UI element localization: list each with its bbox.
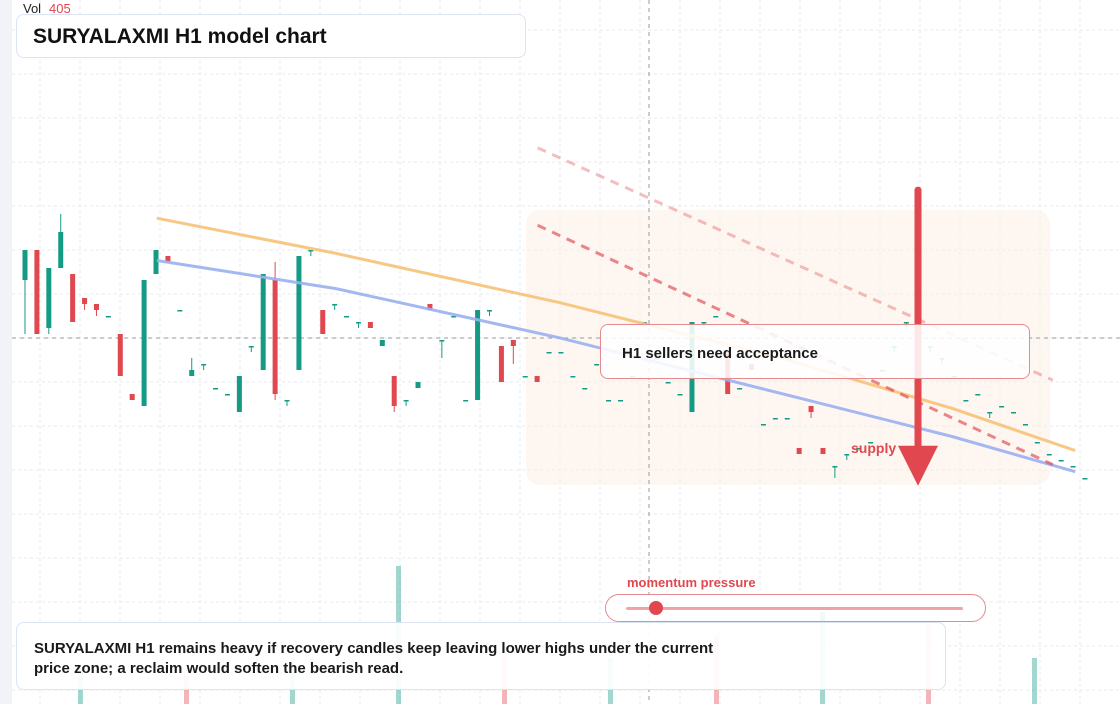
candle-body — [987, 412, 993, 414]
candle-body — [1058, 460, 1064, 462]
volume-bar — [1032, 658, 1037, 704]
candle-body — [34, 250, 40, 334]
candle-body — [713, 316, 719, 318]
candle-body — [344, 316, 350, 318]
candle-body — [320, 310, 326, 334]
candle-body — [1022, 424, 1028, 426]
candle-body — [510, 340, 516, 346]
candle-body — [903, 322, 909, 324]
candle-body — [868, 442, 874, 444]
candle-body — [832, 466, 838, 468]
candle-body — [82, 298, 88, 304]
candle-body — [796, 448, 802, 454]
candle-body — [522, 376, 528, 378]
candle-body — [355, 322, 361, 324]
supply-zone-label: supply — [851, 440, 897, 456]
candle-body — [606, 400, 612, 402]
candle-body — [665, 382, 671, 384]
candle-body — [70, 274, 76, 322]
annotation-text: H1 sellers need acceptance — [622, 345, 818, 362]
candle-body — [475, 310, 481, 400]
candle-body — [165, 256, 171, 262]
candle-body — [498, 346, 504, 382]
candle-body — [963, 400, 969, 402]
candle-body — [856, 448, 862, 450]
candle-body — [427, 304, 433, 310]
candle-body — [296, 256, 302, 370]
candle-body — [308, 250, 314, 252]
left-rail — [0, 0, 12, 704]
candle-body — [105, 316, 111, 318]
candle-body — [415, 382, 421, 388]
candle-body — [677, 394, 683, 396]
candle-body — [236, 376, 242, 412]
candle-body — [486, 310, 492, 312]
momentum-label: momentum pressure — [627, 575, 756, 590]
candle-body — [975, 394, 981, 396]
candle-body — [248, 346, 254, 348]
candle-body — [129, 394, 135, 400]
candle-body — [153, 250, 159, 274]
candle-body — [332, 304, 338, 306]
momentum-slider[interactable] — [605, 594, 986, 622]
candle-body — [201, 364, 207, 366]
candle-body — [177, 310, 183, 312]
entry-arrow-head — [898, 445, 938, 486]
candle-body — [558, 352, 564, 354]
candle-body — [570, 376, 576, 378]
candle-body — [844, 454, 850, 456]
candle-body — [1070, 466, 1076, 468]
candle-body — [379, 340, 385, 346]
candle-body — [463, 400, 469, 402]
candle-body — [760, 424, 766, 426]
candle-body — [701, 322, 707, 324]
candle-body — [391, 376, 397, 406]
candle-body — [22, 250, 28, 280]
candle-body — [93, 304, 99, 310]
candle-body — [1046, 454, 1052, 456]
candle-body — [403, 400, 409, 402]
momentum-track — [626, 607, 963, 610]
candle-body — [439, 340, 445, 342]
candle-body — [784, 418, 790, 420]
candle-body — [117, 334, 123, 376]
candle-body — [1034, 442, 1040, 444]
candle-body — [582, 388, 588, 390]
candle-body — [1082, 478, 1088, 480]
candle-body — [367, 322, 373, 328]
candle-body — [534, 376, 540, 382]
volume-bar — [184, 676, 189, 704]
candle-body — [189, 370, 195, 376]
candle-body — [820, 448, 826, 454]
candle-body — [451, 316, 457, 318]
candle-body — [546, 352, 552, 354]
candle-body — [46, 268, 52, 328]
candle-body — [808, 406, 814, 412]
volume-label: Vol — [23, 1, 42, 16]
summary-panel: SURYALAXMI H1 remains heavy if recovery … — [16, 622, 946, 690]
chart-title: SURYALAXMI H1 model chart — [33, 25, 327, 48]
chart-title-panel: SURYALAXMI H1 model chart — [16, 14, 526, 58]
momentum-knob[interactable] — [648, 601, 663, 615]
candle-body — [213, 388, 219, 390]
candle-body — [272, 280, 278, 394]
candle-body — [594, 364, 600, 366]
annotation-panel: H1 sellers need acceptance — [600, 324, 1030, 379]
candle-body — [737, 388, 743, 390]
summary-text: SURYALAXMI H1 remains heavy if recovery … — [34, 640, 714, 677]
candle-body — [224, 394, 230, 396]
candle-body — [260, 274, 266, 370]
candle-body — [1011, 412, 1017, 414]
candle-body — [141, 280, 147, 406]
candle-body — [618, 400, 624, 402]
candle-body — [284, 400, 290, 402]
candle-body — [999, 406, 1005, 408]
volume-value: 405 — [49, 1, 71, 16]
candle-body — [58, 232, 64, 268]
candle-body — [772, 418, 778, 420]
